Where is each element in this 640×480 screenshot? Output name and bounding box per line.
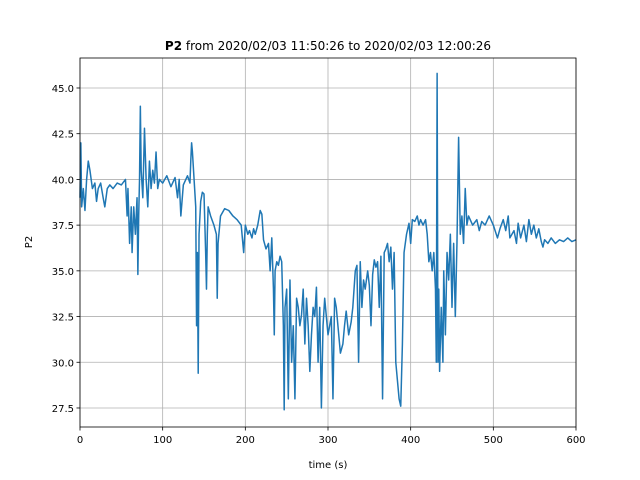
x-tick-label: 100 (153, 435, 172, 446)
y-tick-label: 37.5 (52, 221, 74, 232)
title-bold: P2 (165, 39, 182, 53)
x-tick-label: 400 (401, 435, 420, 446)
y-axis-label: P2 (24, 236, 35, 248)
chart-title: P2 from 2020/02/03 11:50:26 to 2020/02/0… (165, 39, 491, 53)
x-tick-label: 200 (236, 435, 255, 446)
x-tick-label: 600 (566, 435, 585, 446)
y-tick-label: 30.0 (52, 358, 74, 369)
data-line (79, 72, 577, 411)
x-tick-label: 0 (77, 435, 83, 446)
x-tick-label: 300 (318, 435, 337, 446)
plot-frame (79, 57, 577, 428)
y-tick-label: 27.5 (52, 404, 74, 415)
x-axis-label: time (s) (309, 460, 348, 471)
y-tick-label: 42.5 (52, 130, 74, 141)
title-text: from 2020/02/03 11:50:26 to 2020/02/03 1… (186, 39, 491, 53)
y-tick-label: 45.0 (52, 84, 74, 95)
y-tick-label: 40.0 (52, 175, 74, 186)
y-tick-label: 32.5 (52, 313, 74, 324)
y-tick-label: 35.0 (52, 267, 74, 278)
x-tick-label: 500 (484, 435, 503, 446)
